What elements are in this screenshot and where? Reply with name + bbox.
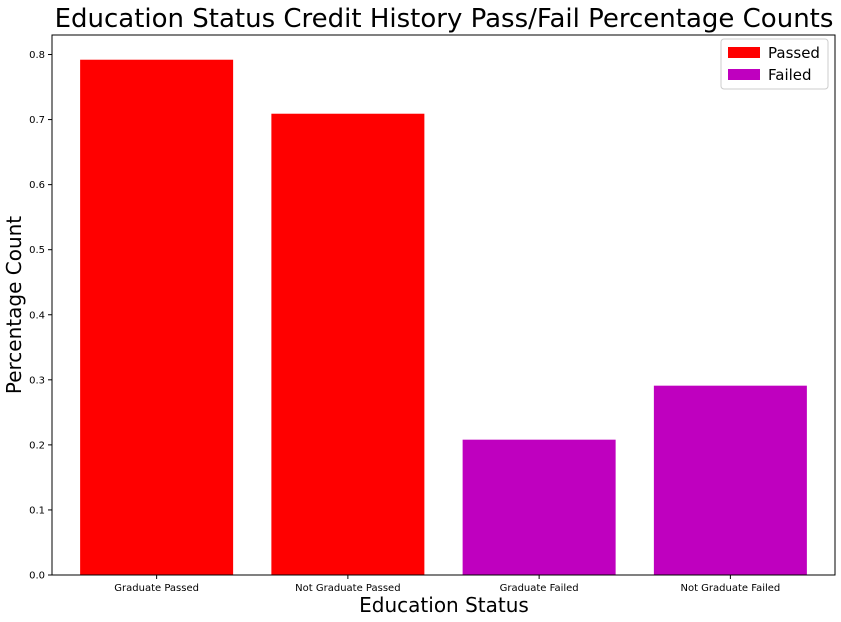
y-tick-label: 0.4 <box>29 310 45 321</box>
bar-not-graduate-passed <box>271 113 425 575</box>
y-tick-label: 0.2 <box>29 440 45 451</box>
x-axis-label: Education Status <box>359 593 529 617</box>
plot-area: 0.0 0.1 0.2 0.3 0.4 0.5 0.6 0.7 0.8 Graduate Pass… <box>29 50 807 594</box>
y-tick-label: 0.3 <box>29 375 45 386</box>
legend-label-failed: Failed <box>768 66 812 84</box>
x-tick-label: Graduate Failed <box>500 583 579 594</box>
y-tick-label: 0.6 <box>29 180 45 191</box>
plot-frame <box>51 34 836 576</box>
x-tick-label: Not Graduate Failed <box>680 583 780 594</box>
y-tick-label: 0.8 <box>29 50 45 61</box>
legend-label-passed: Passed <box>768 44 820 62</box>
bar-graduate-passed <box>80 59 234 575</box>
legend-swatch-failed <box>728 69 760 80</box>
x-tick-label: Not Graduate Passed <box>295 583 400 594</box>
chart-title: Education Status Credit History Pass/Fai… <box>55 4 834 34</box>
bar-not-graduate-failed <box>653 385 807 575</box>
bar-graduate-failed <box>462 439 616 575</box>
y-tick-label: 0.0 <box>29 571 45 582</box>
legend: Passed Failed <box>720 38 829 90</box>
y-tick-label: 0.7 <box>29 115 45 126</box>
y-tick-label: 0.1 <box>29 505 45 516</box>
y-axis-label: Percentage Count <box>2 216 26 394</box>
legend-swatch-passed <box>728 47 760 58</box>
y-tick-label: 0.5 <box>29 245 45 256</box>
x-tick-label: Graduate Passed <box>114 583 199 594</box>
